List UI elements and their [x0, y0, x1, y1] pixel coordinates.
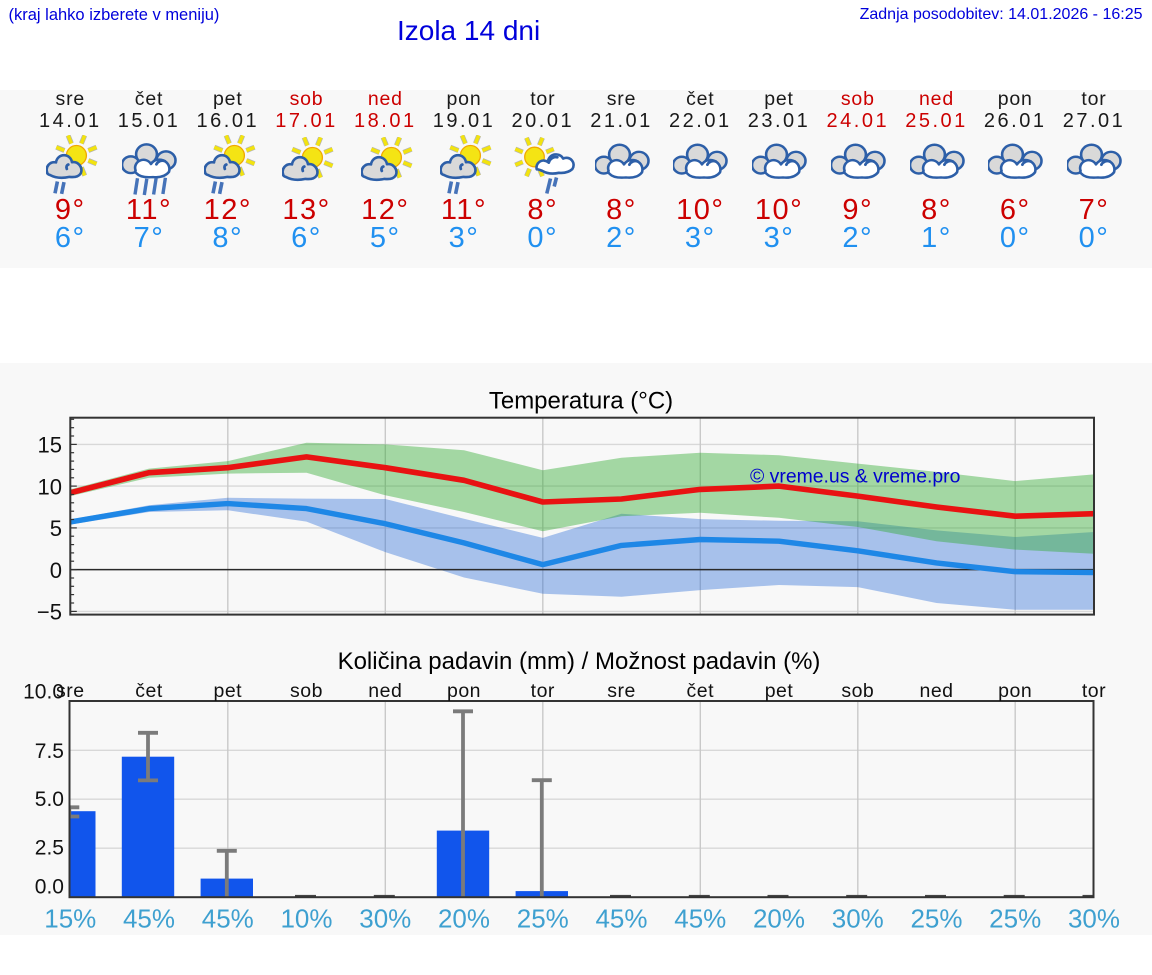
svg-text:7.5: 7.5	[35, 740, 64, 763]
svg-text:0.0: 0.0	[35, 875, 64, 898]
svg-text:pet: pet	[765, 680, 794, 702]
svg-text:20%: 20%	[438, 903, 490, 933]
svg-text:ned: ned	[368, 680, 402, 702]
svg-text:25%: 25%	[910, 903, 962, 933]
svg-text:30%: 30%	[359, 903, 411, 933]
svg-text:25%: 25%	[517, 903, 569, 933]
svg-text:pet: pet	[213, 680, 242, 702]
svg-text:45%: 45%	[674, 903, 726, 933]
svg-text:Temperatura (°C): Temperatura (°C)	[489, 388, 673, 415]
svg-text:45%: 45%	[123, 903, 175, 933]
svg-text:20%: 20%	[753, 903, 805, 933]
svg-text:sob: sob	[841, 680, 874, 702]
svg-text:sre: sre	[56, 680, 85, 702]
svg-text:0: 0	[50, 558, 62, 583]
svg-text:čet: čet	[135, 680, 163, 702]
svg-text:5: 5	[50, 516, 62, 541]
svg-text:10.0: 10.0	[23, 680, 64, 703]
svg-text:15: 15	[38, 433, 62, 458]
svg-text:10%: 10%	[280, 903, 332, 933]
svg-text:pon: pon	[998, 680, 1032, 702]
svg-text:15%: 15%	[44, 903, 96, 933]
svg-text:ned: ned	[919, 680, 953, 702]
svg-text:30%: 30%	[1068, 903, 1120, 933]
svg-text:45%: 45%	[202, 903, 254, 933]
svg-text:30%: 30%	[832, 903, 884, 933]
svg-text:−5: −5	[37, 600, 62, 625]
svg-text:čet: čet	[687, 680, 715, 702]
svg-text:© vreme.us & vreme.pro: © vreme.us & vreme.pro	[750, 466, 960, 488]
svg-text:sob: sob	[290, 680, 323, 702]
svg-text:2.5: 2.5	[35, 837, 64, 860]
svg-text:25%: 25%	[989, 903, 1041, 933]
svg-text:Količina padavin (mm) / Možnos: Količina padavin (mm) / Možnost padavin …	[338, 648, 821, 675]
svg-text:tor: tor	[1082, 680, 1106, 702]
svg-text:10: 10	[38, 474, 62, 499]
svg-text:5.0: 5.0	[35, 788, 64, 811]
svg-text:45%: 45%	[595, 903, 647, 933]
svg-text:sre: sre	[607, 680, 636, 702]
svg-text:pon: pon	[447, 680, 481, 702]
svg-text:tor: tor	[531, 680, 555, 702]
